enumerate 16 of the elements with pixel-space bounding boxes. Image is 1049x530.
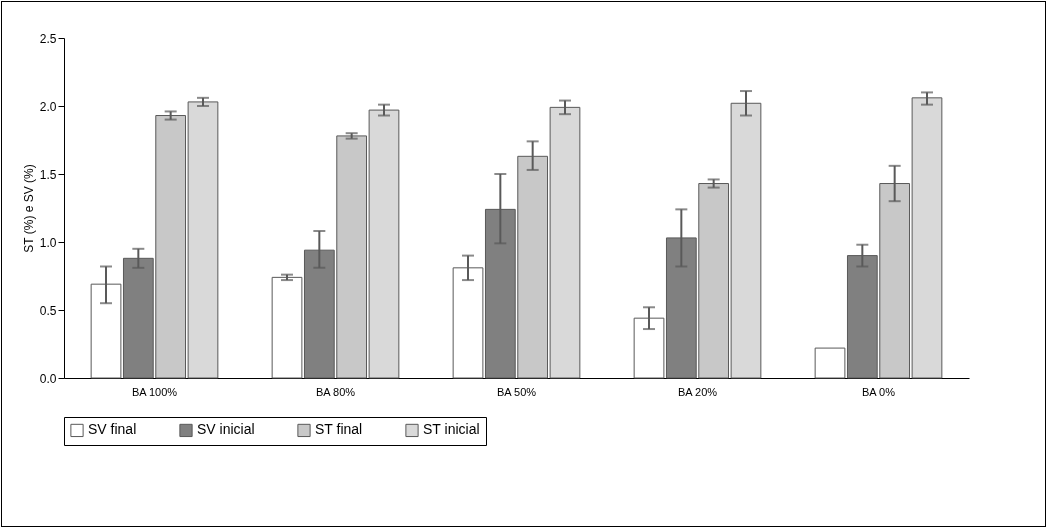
y-tick-label: 0.0 (39, 371, 57, 386)
y-tick-label: 2.0 (39, 99, 57, 114)
x-tick-label: BA 20% (677, 385, 718, 398)
y-tick-label: 1.0 (39, 235, 57, 250)
legend-label: ST final (315, 421, 363, 438)
legend-label: SV final (88, 421, 137, 438)
x-tick-label: BA 100% (131, 385, 178, 398)
y-tick-label: 1.5 (39, 167, 57, 182)
x-tick-label: BA 80% (315, 385, 356, 398)
y-tick-label: 0.5 (39, 303, 57, 318)
legend-label: ST inicial (423, 421, 480, 438)
y-tick-label: 2.5 (39, 31, 57, 46)
x-tick-label: BA 50% (496, 385, 537, 398)
legend-label: SV inicial (197, 421, 255, 438)
y-axis-title: ST (%) e SV (%) (21, 164, 36, 253)
x-tick-label: BA 0% (861, 385, 896, 398)
